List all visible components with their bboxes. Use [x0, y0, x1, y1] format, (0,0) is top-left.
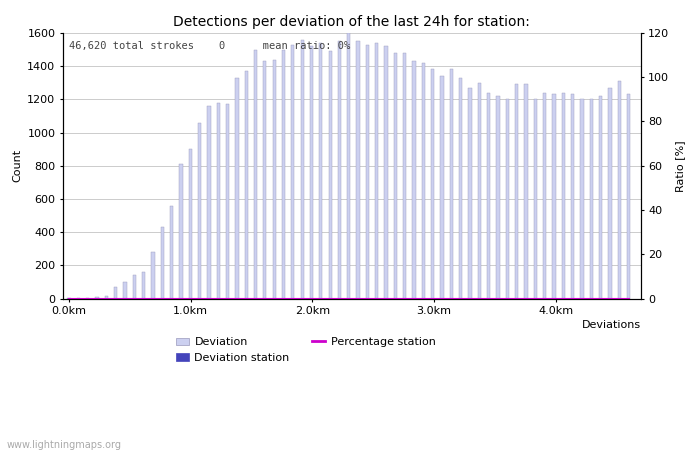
- Bar: [198, 122, 201, 298]
- Bar: [543, 93, 546, 298]
- Bar: [226, 104, 229, 298]
- Bar: [254, 50, 257, 298]
- Bar: [282, 50, 285, 298]
- Bar: [319, 43, 323, 298]
- Bar: [468, 88, 472, 298]
- Bar: [627, 94, 630, 298]
- Bar: [347, 33, 351, 298]
- Bar: [459, 78, 462, 298]
- Bar: [244, 71, 248, 298]
- Bar: [505, 99, 509, 298]
- Bar: [403, 53, 407, 298]
- Bar: [580, 99, 584, 298]
- Y-axis label: Count: Count: [13, 149, 22, 182]
- Bar: [477, 83, 481, 298]
- Bar: [375, 43, 379, 298]
- Text: Deviations: Deviations: [582, 320, 640, 330]
- Bar: [105, 296, 108, 298]
- Bar: [487, 93, 490, 298]
- Text: www.lightningmaps.org: www.lightningmaps.org: [7, 440, 122, 450]
- Text: 46,620 total strokes    0      mean ratio: 0%: 46,620 total strokes 0 mean ratio: 0%: [69, 41, 350, 51]
- Bar: [310, 46, 313, 298]
- Bar: [384, 46, 388, 298]
- Bar: [151, 252, 155, 298]
- Bar: [123, 282, 127, 298]
- Bar: [608, 88, 612, 298]
- Bar: [291, 45, 295, 298]
- Bar: [207, 106, 211, 298]
- Bar: [263, 61, 267, 298]
- Bar: [440, 76, 444, 298]
- Bar: [170, 206, 174, 298]
- Bar: [338, 41, 341, 298]
- Bar: [188, 149, 192, 298]
- Bar: [133, 275, 136, 298]
- Bar: [589, 99, 593, 298]
- Bar: [366, 45, 369, 298]
- Bar: [300, 40, 304, 298]
- Bar: [496, 96, 500, 298]
- Title: Detections per deviation of the last 24h for station:: Detections per deviation of the last 24h…: [174, 15, 531, 29]
- Bar: [394, 53, 397, 298]
- Bar: [422, 63, 425, 298]
- Bar: [533, 99, 537, 298]
- Bar: [431, 69, 434, 298]
- Bar: [356, 41, 360, 298]
- Bar: [524, 85, 528, 298]
- Bar: [449, 69, 453, 298]
- Bar: [328, 51, 332, 298]
- Bar: [412, 61, 416, 298]
- Bar: [272, 59, 276, 298]
- Y-axis label: Ratio [%]: Ratio [%]: [675, 140, 685, 192]
- Bar: [216, 103, 220, 298]
- Bar: [561, 93, 565, 298]
- Bar: [161, 227, 164, 298]
- Bar: [617, 81, 621, 298]
- Legend: Deviation, Deviation station, Percentage station: Deviation, Deviation station, Percentage…: [171, 333, 440, 367]
- Bar: [235, 78, 239, 298]
- Bar: [599, 96, 602, 298]
- Bar: [114, 287, 118, 298]
- Bar: [179, 164, 183, 298]
- Bar: [515, 85, 518, 298]
- Bar: [571, 94, 574, 298]
- Bar: [142, 272, 146, 298]
- Bar: [95, 297, 99, 298]
- Bar: [552, 94, 556, 298]
